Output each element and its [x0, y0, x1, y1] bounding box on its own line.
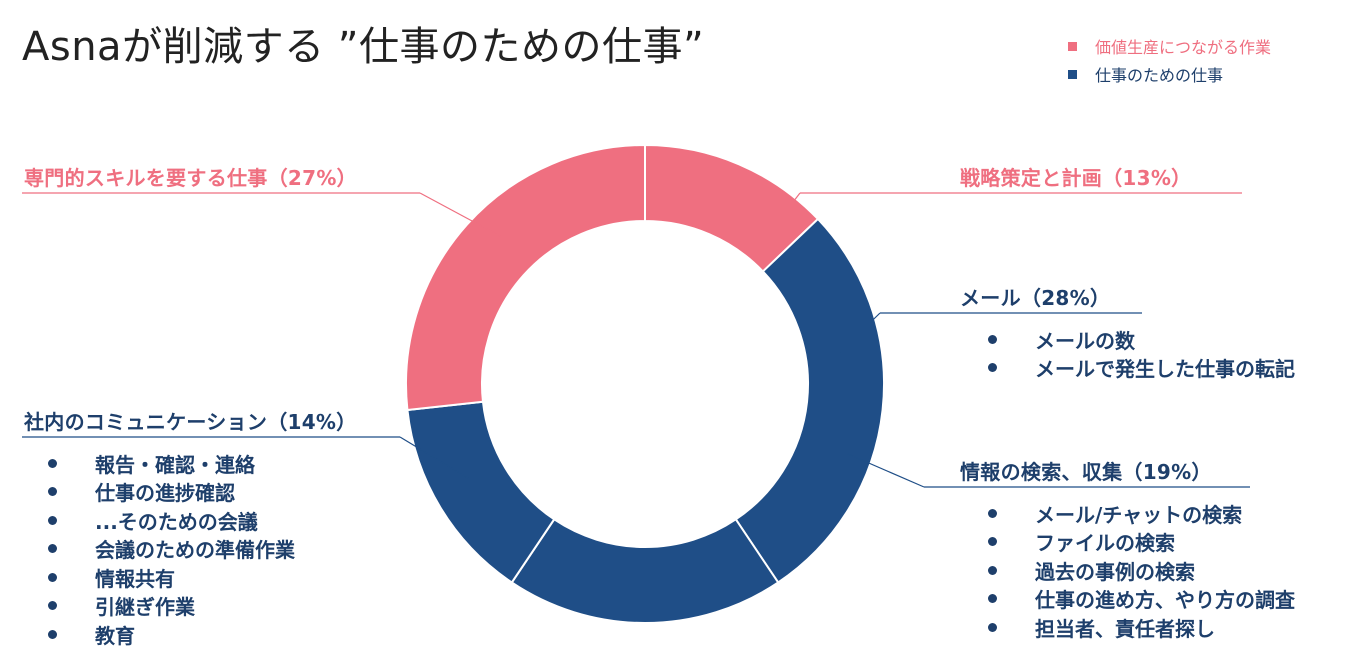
list-item: 情報共有 — [48, 563, 357, 592]
list-item: メール/チャットの検索 — [988, 499, 1295, 528]
list-item: 教育 — [48, 620, 357, 649]
list-item: ファイルの検索 — [988, 528, 1295, 557]
callout-info-label: 情報の検索、収集（19%） — [960, 460, 1212, 484]
legend-swatch-navy — [1068, 69, 1077, 79]
leader-strategy — [769, 192, 801, 233]
page-title: Asnaが削減する ”仕事のための仕事” — [22, 24, 705, 70]
info-bullet-list: メール/チャットの検索 ファイルの検索 過去の事例の検索 仕事の進め方、やり方の… — [988, 499, 1295, 642]
list-item: 仕事の進捗確認 — [48, 478, 357, 507]
callout-comm: 社内のコミュニケーション（14%） 報告・確認・連絡 仕事の進捗確認 ...その… — [24, 406, 357, 649]
legend-swatch-pink — [1068, 41, 1077, 51]
callout-strategy: 戦略策定と計画（13%） — [960, 162, 1191, 191]
legend-item-work-about-work: 仕事のための仕事 — [1068, 60, 1271, 88]
callout-skill-label: 専門的スキルを要する仕事（27%） — [24, 166, 357, 190]
leader-comm — [399, 436, 469, 479]
chart-legend: 価値生産につながる作業 仕事のための仕事 — [1068, 32, 1271, 88]
callout-info: 情報の検索、収集（19%） メール/チャットの検索 ファイルの検索 過去の事例の… — [960, 456, 1295, 642]
callout-strategy-label: 戦略策定と計画（13%） — [960, 166, 1192, 190]
callout-comm-label: 社内のコミュニケーション（14%） — [24, 410, 357, 434]
legend-item-value-work: 価値生産につながる作業 — [1068, 32, 1271, 60]
legend-label: 価値生産につながる作業 — [1095, 38, 1272, 57]
list-item: 仕事の進め方、やり方の調査 — [988, 585, 1295, 614]
slice-info — [510, 517, 780, 624]
leader-skill — [419, 192, 501, 237]
list-item: 担当者、責任者探し — [988, 613, 1295, 642]
list-item: 引継ぎ作業 — [48, 592, 357, 621]
legend-label: 仕事のための仕事 — [1095, 66, 1224, 85]
list-item: ...そのための会議 — [48, 506, 357, 535]
list-item: 会議のための準備作業 — [48, 535, 357, 564]
leader-mail — [839, 312, 881, 353]
leader-info — [847, 453, 925, 488]
callout-mail: メール（28%） メールの数 メールで発生した仕事の転記 — [960, 282, 1295, 382]
mail-bullet-list: メールの数 メールで発生した仕事の転記 — [988, 325, 1295, 382]
callout-skill: 専門的スキルを要する仕事（27%） — [24, 162, 357, 191]
comm-bullet-list: 報告・確認・連絡 仕事の進捗確認 ...そのための会議 会議のための準備作業 情… — [48, 449, 357, 649]
slice-skill — [405, 143, 646, 412]
list-item: 報告・確認・連絡 — [48, 449, 357, 478]
list-item: メールで発生した仕事の転記 — [988, 354, 1295, 383]
slice-mail — [734, 217, 885, 584]
list-item: 過去の事例の検索 — [988, 556, 1295, 585]
callout-mail-label: メール（28%） — [960, 286, 1111, 310]
list-item: メールの数 — [988, 325, 1295, 354]
